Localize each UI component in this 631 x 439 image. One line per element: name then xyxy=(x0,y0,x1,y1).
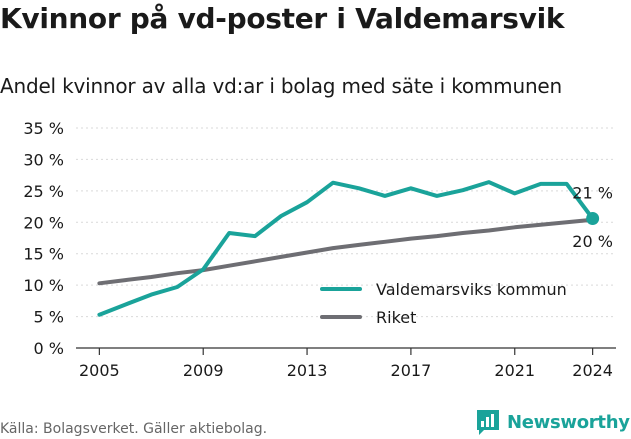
x-tick-label: 2013 xyxy=(287,361,328,380)
chart-title: Kvinnor på vd-poster i Valdemarsvik xyxy=(0,2,565,35)
grid-lines xyxy=(76,127,616,318)
series-line-valdemarsvik xyxy=(97,180,595,317)
end-label-riket: 20 % xyxy=(572,232,613,251)
x-tick-label: 2005 xyxy=(79,361,120,380)
x-axis: 2005 2009 2013 2017 2021 2024 xyxy=(76,347,616,380)
x-tick-label: 2017 xyxy=(391,361,432,380)
y-tick-label: 5 % xyxy=(34,308,64,327)
x-tick-label: 2021 xyxy=(494,361,535,380)
line-chart: 0 %5 %10 %15 %20 %25 %30 %35 % 2005 2009 2… xyxy=(23,119,616,380)
y-tick-label: 30 % xyxy=(23,150,64,169)
x-tick-label: 2009 xyxy=(183,361,224,380)
y-tick-label: 10 % xyxy=(23,276,64,295)
newsworthy-logo[interactable]: Newsworthy xyxy=(475,408,630,436)
y-tick-label: 15 % xyxy=(23,245,64,264)
brand-name: Newsworthy xyxy=(507,411,630,433)
y-tick-label: 25 % xyxy=(23,182,64,201)
y-axis: 0 % 5 % 10 % 15 % 20 % 25 % 30 % 35 % xyxy=(23,119,64,358)
source-note: Källa: Bolagsverket. Gäller aktiebolag. xyxy=(0,421,268,437)
legend-label: Riket xyxy=(376,308,416,327)
y-tick-label: 20 % xyxy=(23,213,64,232)
end-label-valdemarsvik: 21 % xyxy=(572,184,613,203)
chart-subtitle: Andel kvinnor av alla vd:ar i bolag med … xyxy=(0,74,562,98)
series-group xyxy=(97,180,600,317)
series-line-riket xyxy=(97,217,595,286)
bar-chart-logo-icon xyxy=(477,410,499,435)
end-point-marker xyxy=(586,212,600,226)
y-tick-label: 35 % xyxy=(23,119,64,138)
legend-label: Valdemarsviks kommun xyxy=(376,280,567,299)
legend: Valdemarsviks kommun Riket xyxy=(320,280,567,327)
y-tick-label: 0 % xyxy=(34,339,64,358)
end-labels: 21 % 20 % xyxy=(572,184,613,251)
x-tick-label: 2024 xyxy=(572,361,613,380)
